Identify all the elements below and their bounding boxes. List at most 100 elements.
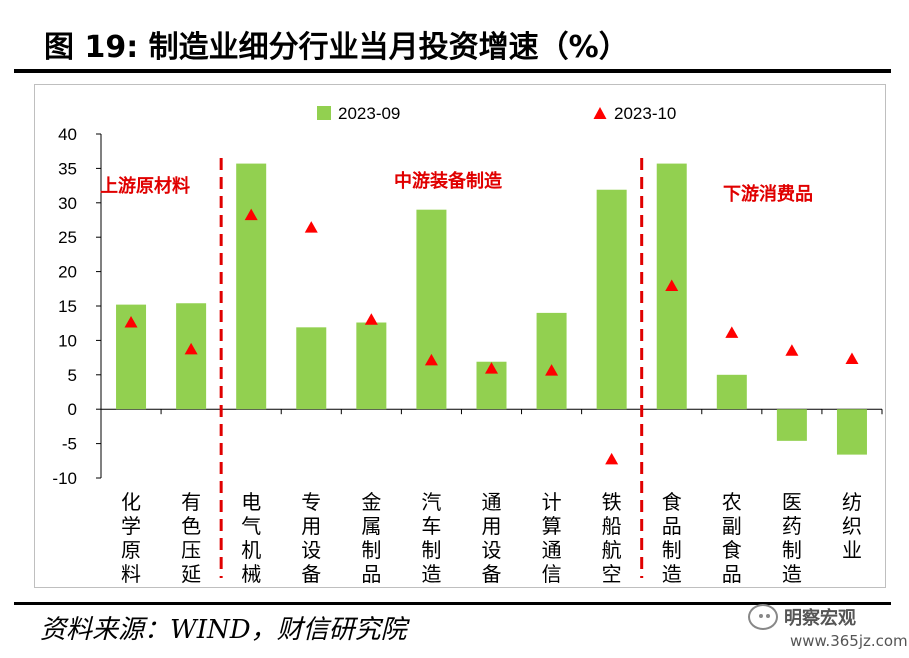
x-category-label: 料 [121,562,141,586]
legend-marker-2023-10 [593,107,607,119]
y-tick-label: 5 [68,366,77,385]
bar-2023-09 [596,189,627,410]
marker-2023-10 [124,316,138,328]
marker-2023-10 [665,279,679,292]
y-tick-label: -10 [52,469,77,488]
x-category-label: 有 [181,490,201,514]
bar-2023-09 [296,327,327,410]
x-category-label: 造 [421,562,441,586]
y-tick-label: 40 [58,125,77,144]
group-label: 中游装备制造 [394,170,502,192]
x-category-label: 色 [181,514,201,538]
marker-2023-10 [785,344,799,356]
marker-2023-10 [304,221,318,233]
x-category-label: 计 [542,490,562,514]
bar-2023-09 [416,209,447,410]
x-category-label: 信 [542,562,562,586]
legend-label-2023-09: 2023-09 [338,104,400,123]
x-category-label: 通 [542,538,562,562]
marker-2023-10 [605,452,619,465]
x-category-label: 化 [121,490,141,514]
x-category-label: 造 [782,562,802,586]
bar-2023-09 [176,303,207,410]
group-label: 上游原材料 [100,175,190,197]
y-tick-label: -5 [62,435,77,454]
x-category-label: 机 [241,538,261,562]
bar-2023-09 [236,163,267,410]
x-category-label: 属 [361,514,381,538]
x-category-label: 电 [241,490,261,514]
marker-2023-10 [244,208,258,221]
bar-2023-09 [716,374,747,410]
marker-2023-10 [485,362,498,374]
x-category-label: 械 [241,562,261,586]
x-category-label: 业 [842,538,862,562]
y-tick-label: 15 [58,297,77,316]
x-category-label: 气 [241,514,261,538]
y-tick-label: 10 [58,331,77,350]
x-category-label: 金 [361,490,381,514]
x-category-label: 品 [361,562,381,586]
chart-frame [34,84,886,588]
watermark-name: 明察宏观 [784,608,856,629]
x-category-label: 空 [602,562,622,586]
x-category-label: 备 [482,562,502,586]
x-category-label: 学 [121,514,141,538]
y-tick-label: 0 [68,400,77,419]
marker-2023-10 [725,326,739,338]
x-category-label: 纺 [842,490,862,514]
legend-swatch-2023-09 [317,106,331,120]
wechat-icon [748,604,778,630]
x-category-label: 食 [722,538,742,562]
bar-2023-09 [356,322,387,410]
x-category-label: 农 [722,490,742,514]
x-category-label: 品 [722,562,742,586]
x-category-label: 算 [542,514,562,538]
bar-2023-09 [776,409,807,441]
x-category-label: 制 [782,538,802,562]
x-category-label: 船 [602,514,622,538]
x-category-label: 制 [361,538,381,562]
marker-2023-10 [184,342,198,355]
y-tick-label: 35 [58,159,77,178]
marker-2023-10 [364,313,378,325]
watermark-url: www.365jz.com [790,632,908,650]
x-category-label: 品 [662,514,682,538]
page-title: 图 19: 制造业细分行业当月投资增速（%） [44,30,629,65]
x-category-label: 车 [421,514,441,538]
source-divider [14,602,891,605]
x-category-label: 设 [301,538,321,562]
y-tick-label: 30 [58,194,77,213]
marker-2023-10 [424,353,438,366]
x-category-label: 食 [662,490,682,514]
x-category-label: 压 [181,538,201,562]
group-label: 下游消费品 [723,183,813,205]
x-category-label: 通 [482,490,502,514]
x-category-label: 备 [301,562,321,586]
x-category-label: 药 [782,514,802,538]
x-category-label: 设 [482,538,502,562]
watermark: 明察宏观 [748,604,856,630]
x-category-label: 原 [121,538,141,562]
title-divider [14,69,891,73]
x-category-label: 制 [662,538,682,562]
marker-2023-10 [845,352,859,364]
x-category-label: 用 [482,514,502,538]
x-category-label: 铁 [602,490,622,514]
x-category-label: 用 [301,514,321,538]
x-category-label: 制 [421,538,441,562]
y-tick-label: 20 [58,263,77,282]
legend-label-2023-10: 2023-10 [614,104,676,123]
x-category-label: 医 [782,490,802,514]
x-category-label: 汽 [421,490,441,514]
source-note: 资料来源：WIND，财信研究院 [40,615,407,645]
x-category-label: 造 [662,562,682,586]
x-category-label: 织 [842,514,862,538]
x-category-label: 专 [301,490,321,514]
y-tick-label: 25 [58,228,77,247]
bar-2023-09 [536,312,567,410]
x-category-label: 副 [722,514,742,538]
x-category-label: 延 [181,562,201,586]
bar-2023-09 [836,409,867,455]
